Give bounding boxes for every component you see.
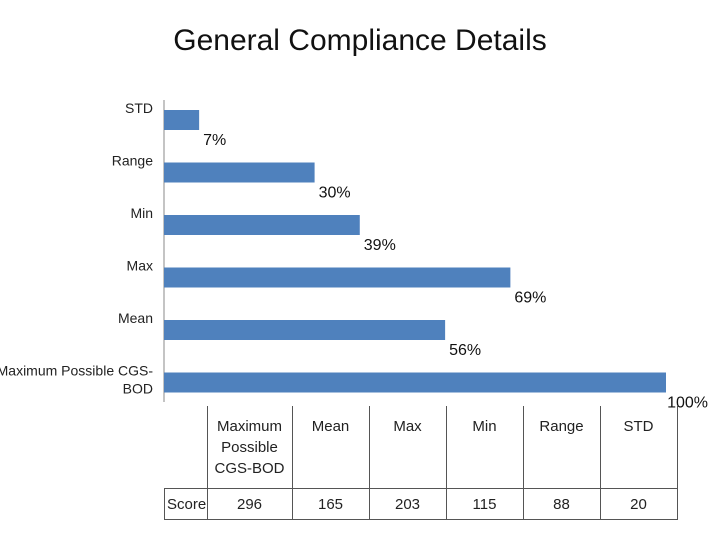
data-label: 7% [203,132,226,149]
bar-maximum-possible-cgs-bod [164,372,666,393]
chart-title: General Compliance Details [173,24,547,57]
data-label: 30% [319,185,351,202]
category-tick-label: Max [127,258,153,274]
table-header-row: Maximum Possible CGS-BOD Mean Max Min Range STD [164,406,678,489]
table-cell: 165 [291,488,370,520]
bar-std [164,110,200,130]
bar-range [164,162,315,183]
category-tick-label: Mean [118,310,153,326]
category-tick-label: Maximum Possible CGS-BOD [0,363,153,397]
table-column-header: Range [522,406,601,489]
table-cell: 88 [522,488,601,520]
table-row-label: Score [164,488,208,520]
category-tick-label: Min [130,205,153,221]
table-corner-cell [164,406,208,489]
bar-chart: 7% STD 30% Range 39% Min 69% Max 56% Mean 100% Maxi… [0,100,708,411]
data-label: 100% [667,395,708,411]
table-cell: 20 [599,488,678,520]
table-column-header: Max [368,406,447,489]
table-cell: 115 [445,488,524,520]
category-tick-label: STD [125,100,153,116]
table-column-header: STD [599,406,678,489]
data-label: 56% [449,342,481,359]
data-table: Maximum Possible CGS-BOD Mean Max Min Range STD… [164,406,678,520]
table-cell: 296 [206,488,293,520]
table-column-header: Maximum Possible CGS-BOD [206,406,293,489]
table-row: Score 296 165 203 115 88 20 [164,488,678,520]
data-label: 69% [514,290,546,307]
category-tick-label: Range [112,153,153,169]
table-column-header: Mean [291,406,370,489]
bar-mean [164,320,446,340]
data-label: 39% [364,237,396,254]
table-column-header: Min [445,406,524,489]
bar-max [164,267,511,288]
table-cell: 203 [368,488,447,520]
bar-min [164,215,360,235]
